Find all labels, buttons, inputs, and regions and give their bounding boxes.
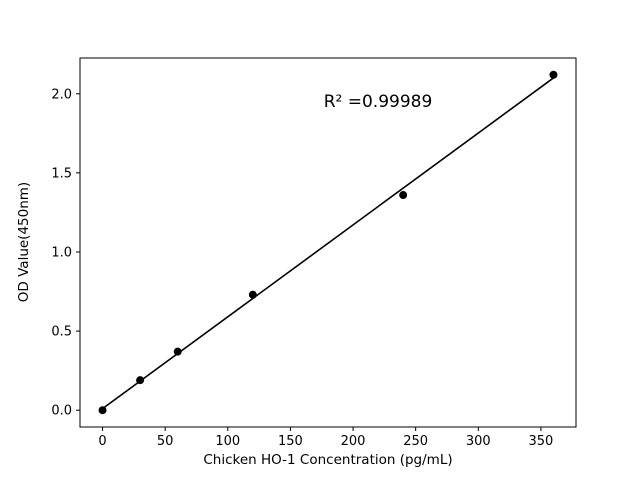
- x-tick-label: 200: [341, 434, 366, 449]
- trend-line: [102, 77, 554, 410]
- x-tick-label: 150: [278, 434, 303, 449]
- data-point: [136, 376, 145, 385]
- x-tick-label: 250: [403, 434, 428, 449]
- y-tick-label: 0.0: [51, 404, 72, 419]
- x-axis-label: Chicken HO-1 Concentration (pg/mL): [203, 452, 452, 468]
- data-point: [549, 70, 558, 79]
- data-point: [399, 191, 408, 200]
- x-tick-label: 350: [529, 434, 554, 449]
- data-point: [173, 347, 182, 356]
- y-tick-label: 0.5: [51, 325, 72, 340]
- y-axis-label: OD Value(450nm): [16, 182, 32, 302]
- x-tick-label: 100: [215, 434, 240, 449]
- data-point: [98, 406, 107, 415]
- plot-frame: [79, 57, 577, 428]
- y-tick-label: 1.0: [51, 245, 72, 260]
- data-point: [248, 290, 257, 299]
- plot-area: 0 50 100 150 200 250 300 350 0.0 0.5 1.0 1.5 2.0: [51, 57, 577, 449]
- x-tick-label: 300: [466, 434, 491, 449]
- x-tick-label: 50: [157, 434, 174, 449]
- r-squared-annotation: R² =0.99989: [324, 92, 433, 112]
- y-tick-label: 2.0: [51, 87, 72, 102]
- x-tick-label: 0: [98, 434, 106, 449]
- y-tick-label: 1.5: [51, 166, 72, 181]
